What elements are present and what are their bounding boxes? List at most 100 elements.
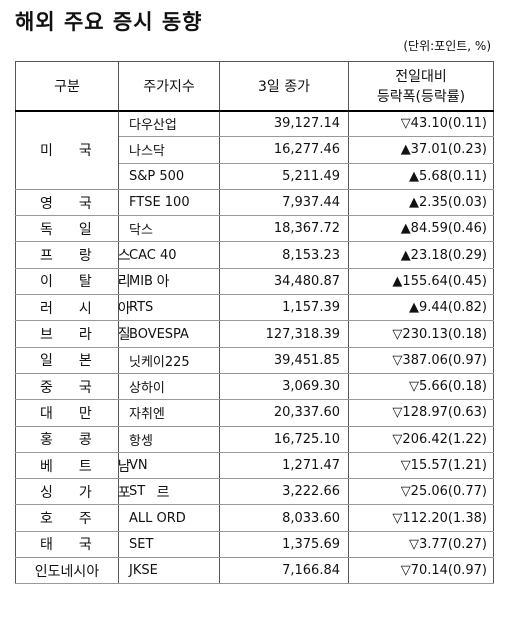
- index-cell: SET: [118, 530, 220, 559]
- index-cell: ST: [118, 478, 220, 506]
- table-row: 일 본 닛케이225 39,451.85 ▽387.06(0.97): [15, 346, 494, 374]
- table-row: 나스닥 16,277.46 ▲37.01(0.23): [16, 136, 494, 164]
- close-cell: 16,725.10: [219, 425, 349, 453]
- table-row: 호 주 ALL ORD 8,033.60 ▽112.20(1.38): [15, 504, 494, 532]
- change-cell: ▽128.97(0.63): [348, 399, 494, 427]
- header-change: 전일대비 등락폭(등락률): [348, 61, 494, 111]
- index-cell: 상하이: [118, 372, 220, 401]
- region-label: 인도네시아: [34, 563, 100, 580]
- close-cell: 8,033.60: [219, 504, 349, 532]
- table-row: 독 일 닥스 18,367.72 ▲84.59(0.46): [15, 215, 494, 243]
- change-cell: ▽206.42(1.22): [348, 425, 494, 453]
- change-cell: ▲23.18(0.29): [348, 241, 494, 269]
- index-cell: ALL ORD: [118, 504, 220, 532]
- unit-note: (단위:포인트, %): [403, 39, 491, 53]
- table-header-row: 구분 주가지수 3일 종가 전일대비 등락폭(등락률): [15, 61, 494, 111]
- header-region: 구분: [15, 61, 119, 111]
- index-cell: RTS: [118, 294, 220, 322]
- index-cell: FTSE 100: [118, 188, 220, 217]
- table-row: 싱 가 포 르 ST 3,222.66 ▽25.06(0.77): [15, 478, 494, 506]
- close-cell: 8,153.23: [219, 241, 349, 269]
- index-cell: 닥스: [118, 215, 220, 243]
- change-cell: ▲84.59(0.46): [348, 215, 494, 243]
- header-close: 3일 종가: [219, 61, 349, 111]
- change-cell: ▲37.01(0.23): [348, 136, 494, 164]
- table-row: 미 국 다우산업 39,127.14 ▽43.10(0.11): [15, 109, 494, 190]
- close-cell: 39,127.14: [219, 109, 349, 138]
- index-cell: VN: [118, 451, 220, 480]
- change-cell: ▽5.66(0.18): [348, 372, 494, 401]
- table-row: 영 국 FTSE 100 7,937.44 ▲2.35(0.03): [15, 188, 494, 217]
- index-cell: BOVESPA: [118, 320, 220, 348]
- close-cell: 3,069.30: [219, 372, 349, 401]
- index-cell: 닛케이225: [118, 346, 220, 374]
- close-cell: 39,451.85: [219, 346, 349, 374]
- table-row: 이 탈 리 아 MIB 34,480.87 ▲155.64(0.45): [15, 267, 494, 296]
- index-cell: 다우산업: [118, 109, 220, 138]
- table-row: 베 트 남 VN 1,271.47 ▽15.57(1.21): [15, 451, 494, 480]
- page-title: 해외 주요 증시 동향: [15, 10, 203, 34]
- region-cell: 인도네시아: [15, 557, 119, 585]
- change-cell: ▽70.14(0.97): [348, 557, 494, 585]
- table-row: 브 라 질 BOVESPA 127,318.39 ▽230.13(0.18): [15, 320, 494, 348]
- table-row: S&P 500 5,211.49 ▲5.68(0.11): [16, 162, 494, 190]
- index-cell: 항셍: [118, 425, 220, 453]
- change-cell: ▲5.68(0.11): [348, 162, 494, 190]
- close-cell: 7,166.84: [219, 557, 349, 585]
- change-cell: ▽230.13(0.18): [348, 320, 494, 348]
- table-row: 프 랑 스 CAC 40 8,153.23 ▲23.18(0.29): [15, 241, 494, 269]
- change-cell: ▽112.20(1.38): [348, 504, 494, 532]
- table-row: 러 시 아 RTS 1,157.39 ▲9.44(0.82): [15, 294, 494, 322]
- change-cell: ▲9.44(0.82): [348, 294, 494, 322]
- index-cell: 나스닥: [118, 136, 220, 164]
- change-cell: ▽25.06(0.77): [348, 478, 494, 506]
- index-cell: S&P 500: [118, 162, 220, 190]
- table-row: 대 만 자취엔 20,337.60 ▽128.97(0.63): [15, 399, 494, 427]
- header-index: 주가지수: [118, 61, 220, 111]
- change-cell: ▲155.64(0.45): [348, 267, 494, 296]
- index-cell: JKSE: [118, 557, 220, 585]
- index-cell: CAC 40: [118, 241, 220, 269]
- table-row: 중 국 상하이 3,069.30 ▽5.66(0.18): [15, 372, 494, 401]
- close-cell: 34,480.87: [219, 267, 349, 296]
- close-cell: 18,367.72: [219, 215, 349, 243]
- close-cell: 20,337.60: [219, 399, 349, 427]
- table-row: 태 국 SET 1,375.69 ▽3.77(0.27): [15, 530, 494, 559]
- change-cell: ▽387.06(0.97): [348, 346, 494, 374]
- index-cell: MIB: [118, 267, 220, 296]
- close-cell: 127,318.39: [219, 320, 349, 348]
- header-change-line2: 등락폭(등락률): [376, 88, 466, 105]
- table-row: 인도네시아 JKSE 7,166.84 ▽70.14(0.97): [15, 557, 494, 585]
- header-change-line1: 전일대비: [395, 68, 447, 85]
- change-cell: ▲2.35(0.03): [348, 188, 494, 217]
- close-cell: 1,375.69: [219, 530, 349, 559]
- change-cell: ▽15.57(1.21): [348, 451, 494, 480]
- close-cell: 1,271.47: [219, 451, 349, 480]
- table-row: 홍 콩 항셍 16,725.10 ▽206.42(1.22): [15, 425, 494, 453]
